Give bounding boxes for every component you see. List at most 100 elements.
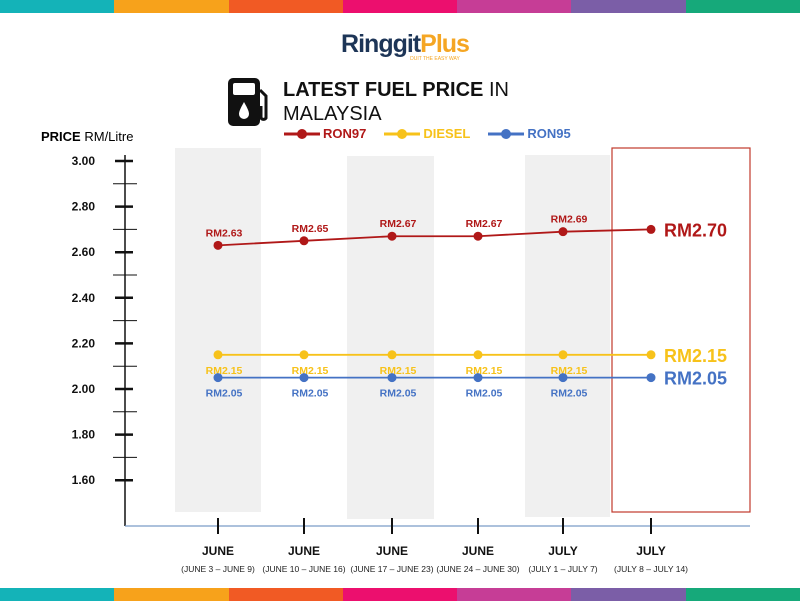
color-segment bbox=[457, 588, 572, 601]
y-tick-label: 2.20 bbox=[72, 336, 96, 350]
color-segment bbox=[228, 588, 343, 601]
data-label-diesel: RM2.15 bbox=[551, 365, 588, 377]
data-label-ron97: RM2.63 bbox=[206, 227, 243, 239]
column-band bbox=[525, 155, 610, 517]
color-segment bbox=[114, 588, 229, 601]
x-tick-range: (JUNE 24 – JUNE 30) bbox=[436, 564, 519, 574]
data-point-diesel bbox=[473, 350, 483, 360]
x-tick-month: JUNE bbox=[462, 544, 494, 558]
logo-tagline: DUIT THE EASY WAY bbox=[410, 56, 460, 62]
x-tick-month: JULY bbox=[636, 544, 666, 558]
data-point-ron95 bbox=[387, 373, 397, 383]
y-tick-label: 2.60 bbox=[72, 245, 96, 259]
legend: RON97 DIESEL RON95 bbox=[284, 126, 571, 141]
data-label-ron97: RM2.67 bbox=[380, 218, 417, 230]
logo-text-a: Ringgit bbox=[341, 30, 421, 58]
legend-label: DIESEL bbox=[423, 126, 471, 141]
color-segment bbox=[571, 588, 686, 601]
y-tick-label: 2.00 bbox=[72, 382, 96, 396]
title-rest: IN bbox=[483, 79, 509, 101]
top-color-bar bbox=[0, 0, 800, 13]
color-segment bbox=[685, 0, 800, 13]
legend-item-ron95: RON95 bbox=[488, 126, 571, 141]
y-axis-label-bold: PRICE bbox=[41, 129, 81, 144]
y-axis-label-unit: RM/Litre bbox=[80, 129, 134, 144]
data-label-diesel: RM2.15 bbox=[380, 365, 417, 377]
title-bold: LATEST FUEL PRICE bbox=[283, 79, 484, 101]
legend-marker bbox=[488, 128, 525, 139]
title-line2: MALAYSIA bbox=[283, 103, 382, 125]
color-segment bbox=[114, 0, 229, 13]
data-label-diesel: RM2.15 bbox=[292, 365, 329, 377]
data-label-ron95: RM2.05 bbox=[380, 388, 417, 400]
data-label-ron95: RM2.05 bbox=[292, 388, 329, 400]
color-segment bbox=[685, 588, 800, 601]
data-label-ron95: RM2.05 bbox=[551, 388, 588, 400]
y-tick-label: 2.40 bbox=[72, 291, 96, 305]
data-point-ron95 bbox=[473, 373, 483, 383]
color-segment bbox=[457, 0, 572, 13]
data-label-current-diesel: RM2.15 bbox=[664, 346, 727, 366]
legend-label: RON95 bbox=[527, 126, 571, 141]
data-label-current-ron95: RM2.05 bbox=[664, 369, 727, 389]
series-line-ron97 bbox=[217, 228, 652, 247]
bottom-color-bar bbox=[0, 588, 800, 601]
x-tick-range: (JULY 8 – JULY 14) bbox=[614, 564, 688, 574]
x-tick-range: (JUNE 3 – JUNE 9) bbox=[181, 564, 255, 574]
color-segment bbox=[0, 0, 115, 13]
data-point-ron95 bbox=[213, 373, 223, 383]
data-label-ron97: RM2.69 bbox=[551, 214, 588, 226]
color-segment bbox=[0, 588, 115, 601]
fuel-pump-icon bbox=[228, 78, 268, 126]
y-tick-label: 2.80 bbox=[72, 200, 96, 214]
y-tick-label: 1.60 bbox=[72, 473, 96, 487]
data-label-ron97: RM2.65 bbox=[292, 223, 329, 235]
data-point-ron97 bbox=[387, 231, 397, 241]
ringgitplus-logo: RinggitPlus DUIT THE EASY WAY bbox=[330, 30, 480, 62]
x-tick-month: JULY bbox=[548, 544, 578, 558]
data-point-diesel bbox=[213, 350, 223, 360]
x-tick-range: (JUNE 10 – JUNE 16) bbox=[262, 564, 345, 574]
data-label-diesel: RM2.15 bbox=[466, 365, 503, 377]
data-point-diesel bbox=[558, 350, 568, 360]
legend-item-ron97: RON97 bbox=[284, 126, 366, 141]
x-tick-month: JUNE bbox=[288, 544, 320, 558]
x-tick-month: JUNE bbox=[376, 544, 408, 558]
color-segment bbox=[342, 0, 458, 13]
data-point-ron97 bbox=[558, 227, 568, 237]
data-label-ron95: RM2.05 bbox=[466, 388, 503, 400]
legend-label: RON97 bbox=[323, 126, 367, 141]
data-point-diesel bbox=[646, 350, 656, 360]
y-tick-label: 1.80 bbox=[72, 428, 96, 442]
data-point-diesel bbox=[387, 350, 397, 360]
x-tick-month: JUNE bbox=[202, 544, 234, 558]
data-label-ron95: RM2.05 bbox=[206, 388, 243, 400]
chart-title: LATEST FUEL PRICE IN MALAYSIA bbox=[283, 78, 509, 126]
x-tick-range: (JULY 1 – JULY 7) bbox=[528, 564, 597, 574]
color-segment bbox=[571, 0, 686, 13]
data-label-diesel: RM2.15 bbox=[206, 365, 243, 377]
highlight-box bbox=[611, 147, 751, 513]
legend-item-diesel: DIESEL bbox=[384, 126, 470, 141]
column-band bbox=[347, 156, 434, 519]
data-point-ron95 bbox=[646, 373, 656, 383]
color-segment bbox=[228, 0, 343, 13]
data-point-ron95 bbox=[558, 373, 568, 383]
data-point-ron97 bbox=[646, 224, 656, 234]
legend-marker bbox=[284, 128, 320, 139]
logo-text-b: Plus bbox=[420, 30, 470, 58]
data-label-current-ron97: RM2.70 bbox=[664, 220, 727, 240]
data-label-ron97: RM2.67 bbox=[466, 218, 503, 230]
y-tick-label: 3.00 bbox=[72, 154, 96, 168]
data-point-ron97 bbox=[473, 231, 483, 241]
y-axis-label: PRICE RM/Litre bbox=[41, 129, 133, 144]
legend-marker bbox=[384, 128, 421, 139]
color-segment bbox=[342, 588, 458, 601]
data-point-ron97 bbox=[213, 240, 223, 250]
data-point-ron97 bbox=[299, 236, 309, 246]
data-point-diesel bbox=[299, 350, 309, 360]
data-point-ron95 bbox=[299, 373, 309, 383]
column-band bbox=[175, 148, 261, 512]
x-tick-range: (JUNE 17 – JUNE 23) bbox=[350, 564, 433, 574]
